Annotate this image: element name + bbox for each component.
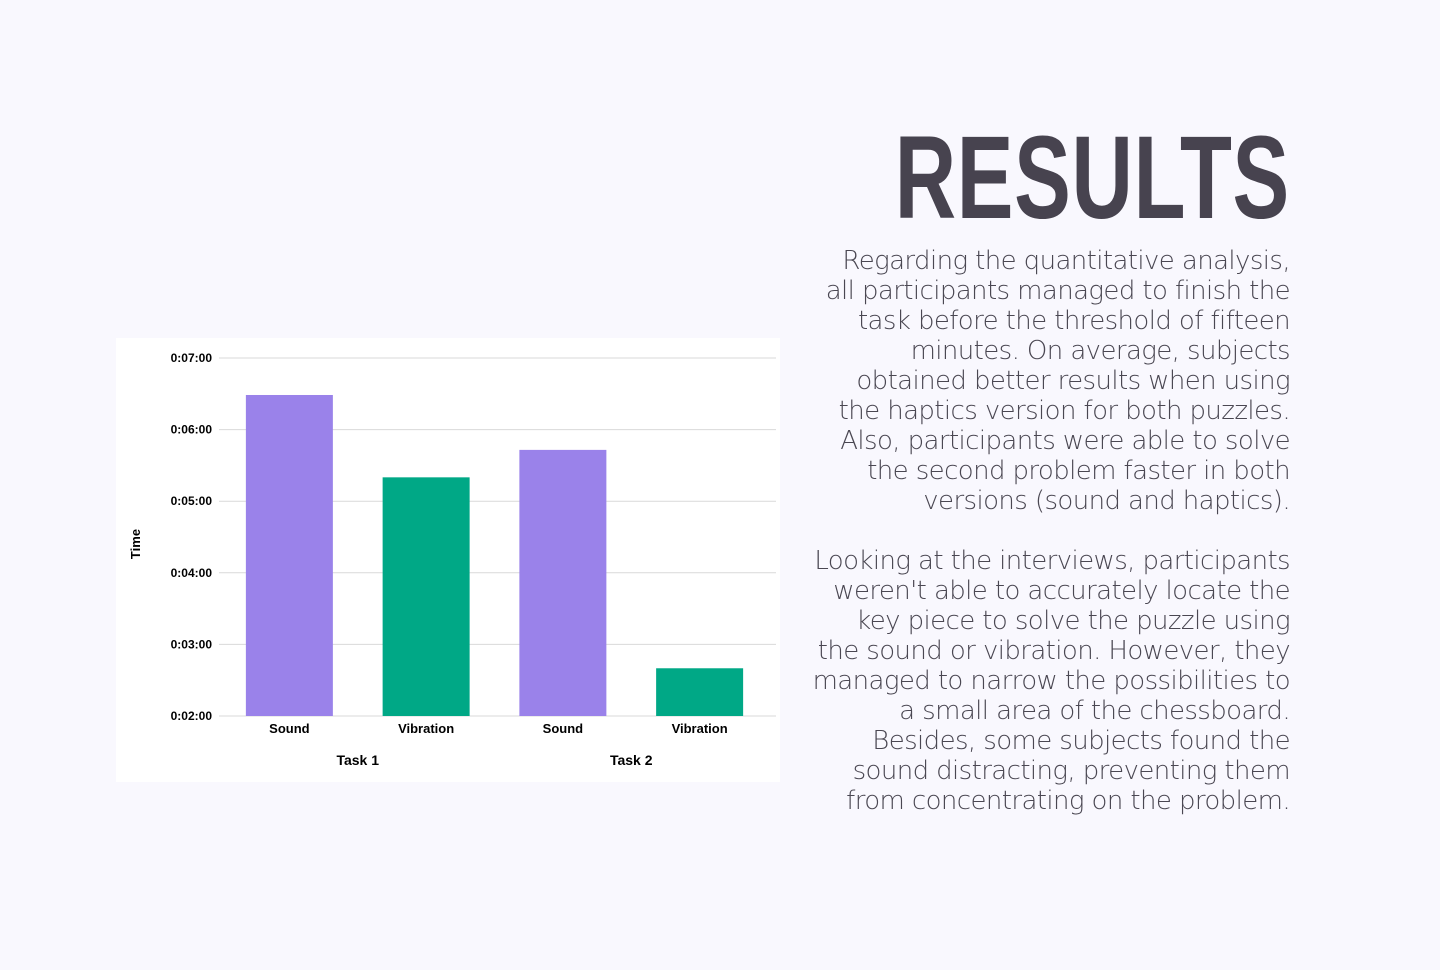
x-category-label: Sound: [543, 721, 583, 736]
y-tick-label: 0:04:00: [171, 566, 213, 580]
chart-card: 0:02:00 0:03:00 0:04:00 0:05:00 0:06:00 0:07:…: [116, 338, 780, 782]
x-category-label: Sound: [269, 721, 309, 736]
y-axis-label: Time: [128, 529, 143, 559]
bar-task-1-vibration: [382, 477, 470, 716]
y-tick-label: 0:03:00: [171, 637, 213, 651]
bar-chart: 0:02:00 0:03:00 0:04:00 0:05:00 0:06:00 0:07:…: [128, 351, 776, 768]
bar-task-2-vibration: [656, 668, 744, 716]
paragraph-quantitative: Regarding the quantitative analysis, all…: [825, 246, 1291, 516]
y-tick-label: 0:07:00: [171, 351, 213, 365]
y-tick-label: 0:06:00: [171, 423, 213, 437]
y-tick-labels: 0:02:00 0:03:00 0:04:00 0:05:00 0:06:00 0:07:…: [171, 351, 213, 723]
x-category-label: Vibration: [398, 721, 454, 736]
results-heading: RESULTS: [894, 112, 1290, 244]
y-tick-label: 0:05:00: [171, 494, 213, 508]
paragraph-interviews: Looking at the interviews, participants …: [812, 546, 1291, 816]
bars: [245, 394, 744, 716]
results-text: Regarding the quantitative analysis, all…: [810, 246, 1291, 816]
bar-task-2-sound: [519, 449, 607, 716]
bar-task-1-sound: [245, 394, 333, 716]
x-group-label: Task 2: [610, 752, 653, 768]
x-group-label: Task 1: [336, 752, 379, 768]
x-category-labels: Sound Vibration Sound Vibration: [269, 721, 728, 736]
x-category-label: Vibration: [672, 721, 728, 736]
x-group-labels: Task 1 Task 2: [336, 752, 652, 768]
y-tick-label: 0:02:00: [171, 709, 213, 723]
